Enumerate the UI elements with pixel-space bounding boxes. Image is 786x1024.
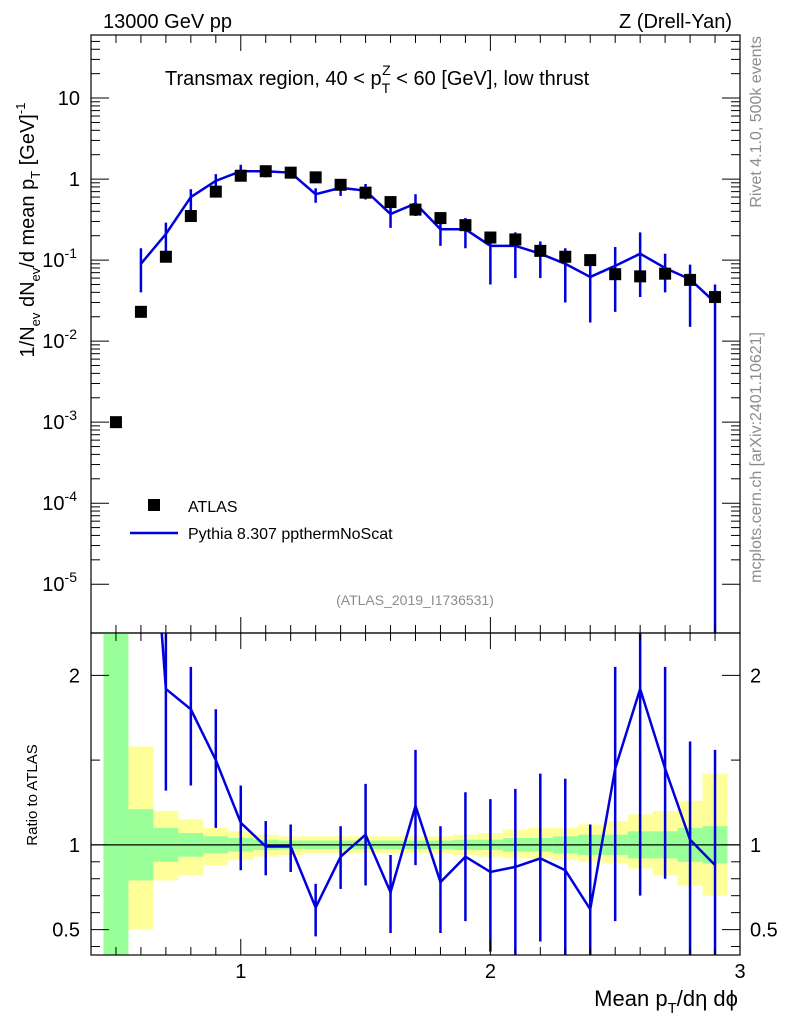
ratio-panel: 0.5 0.5 1 1 2 2 1 2 3 Ratio to ATLAS Mean pT/dη …: [24, 632, 778, 1017]
atlas-data-point: [684, 273, 697, 286]
atlas-data-point: [234, 169, 247, 182]
legend-atlas-label: ATLAS: [188, 499, 238, 516]
ylabel-c-sub: T: [28, 171, 43, 179]
atlas-data-point: [534, 244, 547, 257]
xlabel-a: Mean p: [594, 986, 667, 1011]
ratio-y-tick-label-right: 0.5: [750, 920, 778, 942]
y-tick-label: 10-4: [42, 488, 77, 515]
ratio-x-tick-label: 3: [734, 961, 745, 983]
atlas-data-point: [334, 178, 347, 191]
atlas-data-point: [709, 291, 722, 304]
y-tick-base: 10: [58, 88, 80, 110]
mc-line: [139, 169, 716, 304]
ylabel-d: [GeV]: [17, 114, 39, 171]
main-title-sub: T: [382, 80, 391, 96]
main-frame: [90, 34, 741, 634]
atlas-data-point: [659, 267, 672, 280]
atlas-data-point: [409, 203, 422, 216]
main-title-pre: Transmax region, 40 < p: [165, 68, 382, 90]
ylabel-d-sup: -1: [13, 103, 28, 115]
y-tick-base: 1: [69, 169, 80, 191]
main-plot-area: [109, 164, 722, 633]
y-tick-base: 10: [42, 493, 64, 515]
ratio-plot-area: [91, 633, 740, 955]
y-tick-label: 1: [69, 169, 80, 191]
y-tick-label: 10-5: [42, 569, 77, 596]
rivet-label: Rivet 4.1.0, 500k events: [748, 36, 765, 208]
ratio-y-tick-label-right: 2: [750, 665, 761, 687]
ratio-y-tick-label-right: 1: [750, 835, 761, 857]
atlas-data-point: [384, 196, 397, 209]
ratio-band-green: [103, 633, 129, 955]
atlas-data-point: [459, 219, 472, 232]
y-tick-base: 10: [42, 412, 64, 434]
mcplots-label: mcplots.cern.ch [arXiv:2401.10621]: [748, 332, 765, 583]
atlas-data-point: [559, 250, 572, 263]
y-tick-base: 10: [42, 250, 64, 272]
y-tick-exp: -1: [65, 245, 78, 261]
y-tick-base: 10: [42, 574, 64, 596]
atlas-data-point: [609, 268, 622, 281]
main-title-post: < 60 [GeV], low thrust: [391, 68, 590, 90]
atlas-data-point: [509, 233, 522, 246]
y-tick-base: 10: [42, 331, 64, 353]
y-tick-exp: -4: [65, 488, 78, 504]
legend-pythia-label: Pythia 8.307 ppthermNoScat: [188, 526, 393, 543]
atlas-data-point: [109, 416, 122, 429]
y-tick-exp: -5: [65, 569, 78, 585]
ratio-line: [160, 633, 716, 913]
main-title: Transmax region, 40 < pTZ < 60 [GeV], lo…: [165, 62, 590, 96]
y-tick-label: 10-2: [42, 326, 77, 353]
analysis-watermark: (ATLAS_2019_I1736531): [336, 592, 494, 608]
atlas-data-point: [309, 171, 322, 184]
atlas-data-point: [209, 185, 222, 198]
ratio-y-tick-label-left: 1: [69, 835, 80, 857]
atlas-data-point: [359, 186, 372, 199]
atlas-data-point: [284, 166, 297, 179]
main-title-sup: Z: [382, 62, 391, 78]
legend: ATLAS Pythia 8.307 ppthermNoScat: [130, 499, 393, 543]
atlas-data-point: [434, 212, 447, 225]
ratio-axis-ticks: 0.5 0.5 1 1 2 2 1 2 3: [52, 633, 778, 983]
y-tick-label: 10: [58, 88, 80, 110]
atlas-data-point: [484, 231, 497, 244]
atlas-data-point: [259, 165, 272, 178]
header-left: 13000 GeV pp: [103, 11, 232, 33]
main-ylabel: 1/Nev dNev/d mean pT [GeV]-1: [13, 103, 43, 358]
y-tick-exp: -3: [65, 407, 78, 423]
ratio-y-tick-label-left: 0.5: [52, 920, 80, 942]
atlas-data-point: [634, 270, 647, 283]
xlabel-b: /dη dϕ: [677, 986, 738, 1011]
y-tick-label: 10-1: [42, 245, 77, 272]
header-right: Z (Drell-Yan): [619, 11, 732, 33]
ratio-y-tick-label-left: 2: [69, 665, 80, 687]
xlabel-a-sub: T: [668, 1000, 677, 1017]
y-tick-label: 10-3: [42, 407, 77, 434]
ylabel-c: /d mean p: [17, 179, 39, 268]
ratio-xlabel: Mean pT/dη dϕ: [594, 986, 738, 1017]
ylabel-a: 1/N: [17, 326, 39, 357]
ratio-x-tick-label: 2: [485, 961, 496, 983]
atlas-data-point: [184, 210, 197, 223]
ylabel-b-sub: ev: [28, 267, 43, 281]
ratio-x-tick-label: 1: [235, 961, 246, 983]
y-tick-exp: -2: [65, 326, 78, 342]
atlas-data-point: [134, 305, 147, 318]
ylabel-a-sub: ev: [28, 312, 43, 326]
ylabel-b: dN: [17, 281, 39, 312]
atlas-data-point: [159, 250, 172, 263]
atlas-data-point: [584, 254, 597, 267]
legend-atlas-marker: [148, 499, 160, 511]
ratio-ylabel: Ratio to ATLAS: [24, 744, 41, 845]
